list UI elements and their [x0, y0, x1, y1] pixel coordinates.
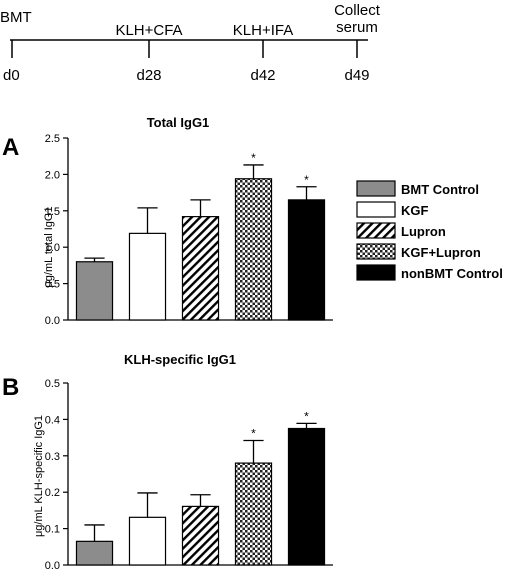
bar-2	[181, 216, 220, 321]
timeline-day-label: d28	[136, 67, 161, 84]
timeline-event-collect-serum: Collect serum d49	[334, 2, 381, 84]
timeline-event-label: Collect serum	[334, 2, 381, 36]
y-tick-label: 1.0	[45, 242, 60, 254]
y-axis-label: μg/mL total IgG1	[43, 206, 55, 287]
bar-1	[128, 232, 167, 321]
y-axis-label: μg/mL KLH-specific IgG1	[33, 415, 45, 537]
timeline-event-klh-ifa: KLH+IFA d42	[233, 22, 293, 84]
timeline-event-bmt: BMT d0	[0, 9, 32, 84]
timeline-day-label: d0	[3, 67, 20, 84]
legend-label-1: KGF	[401, 203, 429, 218]
y-tick-label: 0.2	[45, 487, 60, 499]
y-tick-label: 0.0	[45, 560, 60, 569]
bar-3	[234, 178, 273, 321]
y-tick-label: 0.0	[45, 315, 60, 327]
legend-label-0: BMT Control	[401, 182, 479, 197]
legend-label-3: KGF+Lupron	[401, 245, 481, 260]
y-tick-label: 2.0	[45, 169, 60, 181]
legend-label-4: nonBMT Control	[401, 266, 503, 281]
bar-2	[181, 505, 220, 566]
panel-b-letter: B	[2, 374, 19, 401]
chart-title: Total IgG1	[147, 115, 210, 130]
y-tick-label: 0.5	[45, 378, 60, 390]
legend-swatch-3	[356, 243, 396, 260]
significance-marker-4: *	[304, 173, 309, 187]
legend-swatch-0	[356, 180, 396, 197]
legend-label-2: Lupron	[401, 224, 446, 239]
y-tick-label: 0.1	[45, 524, 60, 536]
y-tick-label: 0.3	[45, 451, 60, 463]
y-tick-label: 0.4	[45, 414, 60, 426]
y-tick-label: 1.5	[45, 206, 60, 218]
chart-klh-specific-igg1: KLH-specific IgG1 μg/mL KLH-specific IgG…	[33, 352, 333, 569]
bar-1	[128, 516, 167, 566]
timeline-day-label: d42	[250, 67, 275, 84]
bar-0	[75, 540, 114, 566]
timeline-event-klh-cfa: KLH+CFA d28	[115, 22, 182, 84]
bar-4	[287, 199, 326, 321]
bar-0	[75, 261, 114, 321]
timeline: BMT d0 KLH+CFA d28 KLH+IFA d42 Collect se…	[0, 2, 381, 84]
timeline-event-label: KLH+CFA	[115, 22, 182, 39]
y-tick-label: 0.5	[45, 279, 60, 291]
bar-3	[234, 462, 273, 566]
legend: BMT Control KGF Lupron KGF+Lupron nonBMT Con…	[356, 180, 503, 281]
bar-4	[287, 427, 326, 566]
chart-title: KLH-specific IgG1	[124, 352, 236, 367]
legend-swatch-1	[356, 201, 396, 218]
timeline-event-label: BMT	[0, 9, 32, 26]
timeline-event-label: KLH+IFA	[233, 22, 293, 39]
y-tick-label: 2.5	[45, 133, 60, 145]
significance-marker-3: *	[251, 427, 256, 441]
legend-swatch-2	[356, 222, 396, 239]
legend-swatch-4	[356, 264, 396, 281]
significance-marker-3: *	[251, 151, 256, 165]
panel-a-letter: A	[2, 134, 19, 161]
timeline-day-label: d49	[344, 67, 369, 84]
chart-total-igg1: Total IgG1 μg/mL total IgG1 0.0 0.5 1.0 1.5…	[43, 115, 333, 327]
significance-marker-4: *	[304, 409, 309, 423]
